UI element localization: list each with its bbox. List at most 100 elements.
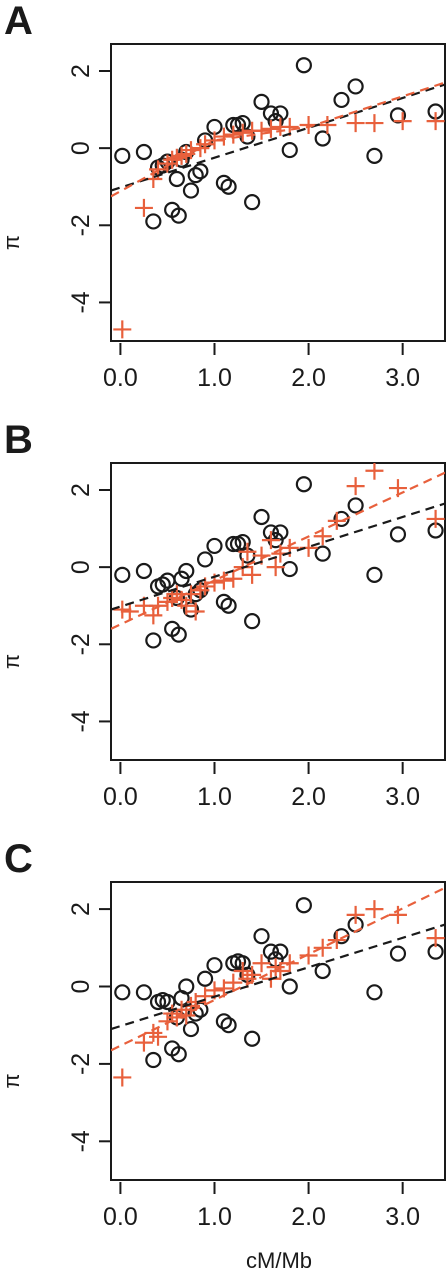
plus-point: [158, 154, 177, 173]
plus-point: [191, 139, 210, 158]
circle-point: [389, 945, 407, 962]
plus-point: [214, 571, 233, 590]
x-tick-label: 0.0: [103, 1203, 138, 1231]
circle-point: [314, 545, 331, 562]
plus-point: [177, 144, 196, 163]
plus-point: [134, 198, 153, 217]
y-tick-label: 2: [67, 902, 95, 916]
circle-point: [220, 597, 237, 614]
plus-point: [252, 121, 271, 140]
circle-point: [135, 562, 153, 580]
y-axis-title-c: π: [0, 1073, 24, 1088]
plus-point: [224, 569, 243, 588]
plus-point: [196, 987, 215, 1006]
circle-point: [215, 174, 233, 191]
circle-point: [333, 928, 350, 945]
circle-point: [187, 167, 204, 184]
plus-point: [365, 463, 384, 480]
plus-point: [365, 900, 384, 919]
circle-point: [206, 537, 223, 555]
x-tick-label: 1.0: [197, 364, 232, 392]
circle-point: [389, 526, 407, 543]
plus-point: [346, 477, 365, 496]
plus-point: [426, 112, 445, 131]
y-axis-title-b: π: [0, 654, 24, 669]
plot-area-c: [111, 886, 445, 1087]
circle-point: [314, 130, 331, 147]
plus-point: [426, 509, 445, 528]
red-trend-line: [111, 471, 445, 630]
circle-point: [253, 508, 270, 526]
circle-point: [295, 476, 312, 493]
circle-point: [154, 576, 171, 593]
circle-point: [145, 632, 162, 649]
circle-point: [244, 613, 261, 630]
plus-point: [266, 958, 285, 977]
plus-point: [149, 1027, 168, 1046]
circle-point: [178, 562, 195, 580]
plus-point: [426, 929, 445, 948]
circle-point: [295, 897, 312, 914]
circle-point: [206, 957, 223, 974]
plus-point: [365, 114, 384, 133]
plus-point: [388, 905, 407, 924]
circle-point: [182, 1020, 200, 1038]
x-tick-label: 2.0: [291, 364, 326, 392]
y-tick-label: 0: [67, 980, 95, 994]
y-tick-label: -4: [67, 291, 95, 313]
plus-point: [144, 1023, 163, 1042]
plus-point: [346, 905, 365, 924]
circle-point: [281, 141, 298, 159]
plus-point: [233, 962, 252, 981]
plus-point: [172, 146, 191, 165]
x-tick-label: 1.0: [197, 783, 232, 811]
x-tick-label: 1.0: [197, 1203, 232, 1231]
circle-point: [215, 1013, 233, 1030]
circle-point: [168, 170, 185, 188]
circle-point: [281, 560, 298, 578]
plus-point: [186, 602, 205, 621]
circle-point: [295, 57, 312, 74]
x-tick-label: 3.0: [385, 364, 420, 392]
plus-point: [318, 116, 337, 134]
plus-point: [177, 596, 196, 615]
circle-point: [366, 984, 383, 1001]
plot-area-b: [111, 463, 445, 649]
plus-point: [120, 602, 139, 621]
circle-point: [178, 978, 195, 995]
plus-point: [233, 123, 252, 142]
circle-point: [347, 497, 364, 514]
circle-point: [314, 962, 331, 980]
plus-point: [113, 1068, 132, 1087]
y-tick-label: 2: [67, 64, 95, 78]
x-axis-title: cM/Mb: [246, 1248, 312, 1273]
plus-point: [167, 1008, 186, 1027]
circle-point: [170, 626, 187, 643]
circle-point: [253, 928, 270, 945]
plus-point: [252, 954, 271, 973]
plus-point: [327, 931, 346, 950]
plus-point: [224, 125, 243, 144]
circle-point: [114, 984, 131, 1001]
panel-letter-c: C: [4, 837, 33, 881]
panel-c: C 0.0 1.0 2.0 3.0 -4 -2 0 2 π: [0, 837, 446, 1231]
plus-point: [299, 946, 318, 965]
black-trend-line: [111, 923, 445, 1031]
plus-point: [261, 119, 280, 138]
circle-point: [281, 978, 298, 995]
plus-point: [214, 127, 233, 146]
circle-point: [182, 182, 200, 199]
circle-point: [272, 524, 289, 541]
red-trend-line: [111, 886, 445, 1052]
x-tick-label: 3.0: [385, 783, 420, 811]
plus-point: [113, 600, 132, 619]
plot-frame-b: [110, 462, 446, 761]
y-tick-label: -2: [67, 214, 95, 236]
circle-point: [170, 1046, 187, 1063]
x-tick-label: 0.0: [103, 783, 138, 811]
circle-point: [389, 107, 407, 124]
x-tick-label: 0.0: [103, 364, 138, 392]
circle-point: [347, 78, 364, 95]
plot-frame-c: [110, 881, 446, 1181]
x-tick-label: 2.0: [291, 783, 326, 811]
